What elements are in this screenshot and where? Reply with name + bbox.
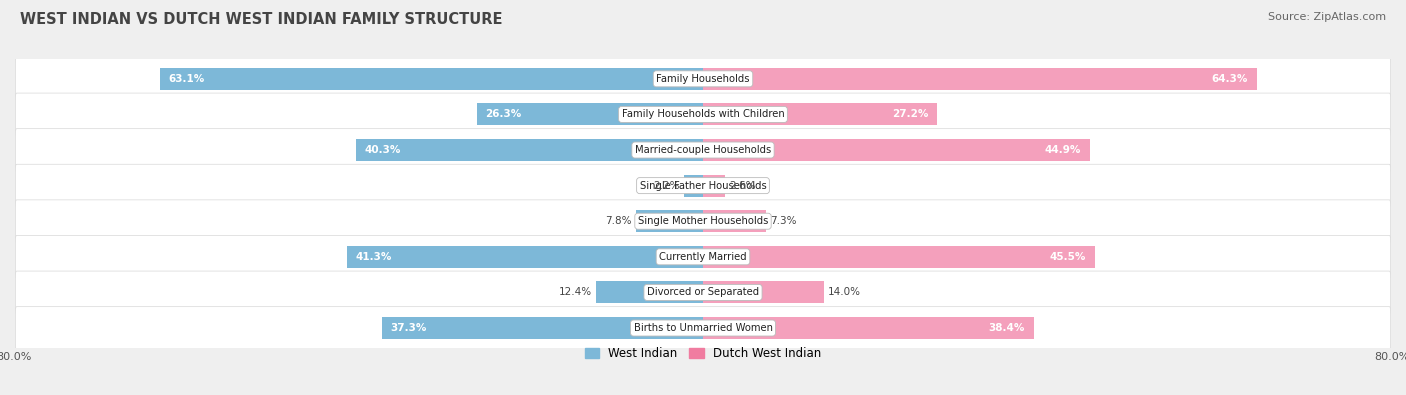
- Bar: [347, 246, 703, 268]
- Bar: [703, 281, 824, 303]
- Bar: [703, 246, 1095, 268]
- Text: Currently Married: Currently Married: [659, 252, 747, 262]
- Text: Married-couple Households: Married-couple Households: [636, 145, 770, 155]
- Text: 7.8%: 7.8%: [605, 216, 631, 226]
- Text: Family Households with Children: Family Households with Children: [621, 109, 785, 119]
- Text: 2.2%: 2.2%: [654, 181, 679, 191]
- Text: Source: ZipAtlas.com: Source: ZipAtlas.com: [1268, 12, 1386, 22]
- Text: 40.3%: 40.3%: [364, 145, 401, 155]
- Bar: [703, 68, 1257, 90]
- Text: Family Households: Family Households: [657, 74, 749, 84]
- Bar: [703, 175, 725, 197]
- Text: Divorced or Separated: Divorced or Separated: [647, 288, 759, 297]
- Text: Single Mother Households: Single Mother Households: [638, 216, 768, 226]
- Bar: [703, 317, 1033, 339]
- Text: 63.1%: 63.1%: [169, 74, 204, 84]
- FancyBboxPatch shape: [15, 164, 1391, 207]
- Bar: [703, 139, 1090, 161]
- FancyBboxPatch shape: [15, 57, 1391, 100]
- Bar: [382, 317, 703, 339]
- Text: 26.3%: 26.3%: [485, 109, 522, 119]
- FancyBboxPatch shape: [15, 271, 1391, 314]
- Text: WEST INDIAN VS DUTCH WEST INDIAN FAMILY STRUCTURE: WEST INDIAN VS DUTCH WEST INDIAN FAMILY …: [20, 12, 502, 27]
- Bar: [160, 68, 703, 90]
- Text: 44.9%: 44.9%: [1045, 145, 1081, 155]
- Text: 27.2%: 27.2%: [893, 109, 928, 119]
- Bar: [685, 175, 703, 197]
- Text: 37.3%: 37.3%: [391, 323, 427, 333]
- Text: 64.3%: 64.3%: [1212, 74, 1249, 84]
- Legend: West Indian, Dutch West Indian: West Indian, Dutch West Indian: [581, 342, 825, 365]
- Text: 2.6%: 2.6%: [730, 181, 756, 191]
- Text: 45.5%: 45.5%: [1050, 252, 1087, 262]
- Text: 14.0%: 14.0%: [828, 288, 860, 297]
- Bar: [477, 103, 703, 126]
- Text: Births to Unmarried Women: Births to Unmarried Women: [634, 323, 772, 333]
- Text: Single Father Households: Single Father Households: [640, 181, 766, 191]
- FancyBboxPatch shape: [15, 93, 1391, 136]
- Text: 38.4%: 38.4%: [988, 323, 1025, 333]
- Bar: [703, 103, 938, 126]
- FancyBboxPatch shape: [15, 235, 1391, 278]
- FancyBboxPatch shape: [15, 307, 1391, 350]
- Bar: [596, 281, 703, 303]
- Bar: [703, 210, 766, 232]
- Bar: [356, 139, 703, 161]
- Text: 12.4%: 12.4%: [558, 288, 592, 297]
- Text: 41.3%: 41.3%: [356, 252, 392, 262]
- Bar: [636, 210, 703, 232]
- FancyBboxPatch shape: [15, 129, 1391, 171]
- FancyBboxPatch shape: [15, 200, 1391, 243]
- Text: 7.3%: 7.3%: [770, 216, 797, 226]
